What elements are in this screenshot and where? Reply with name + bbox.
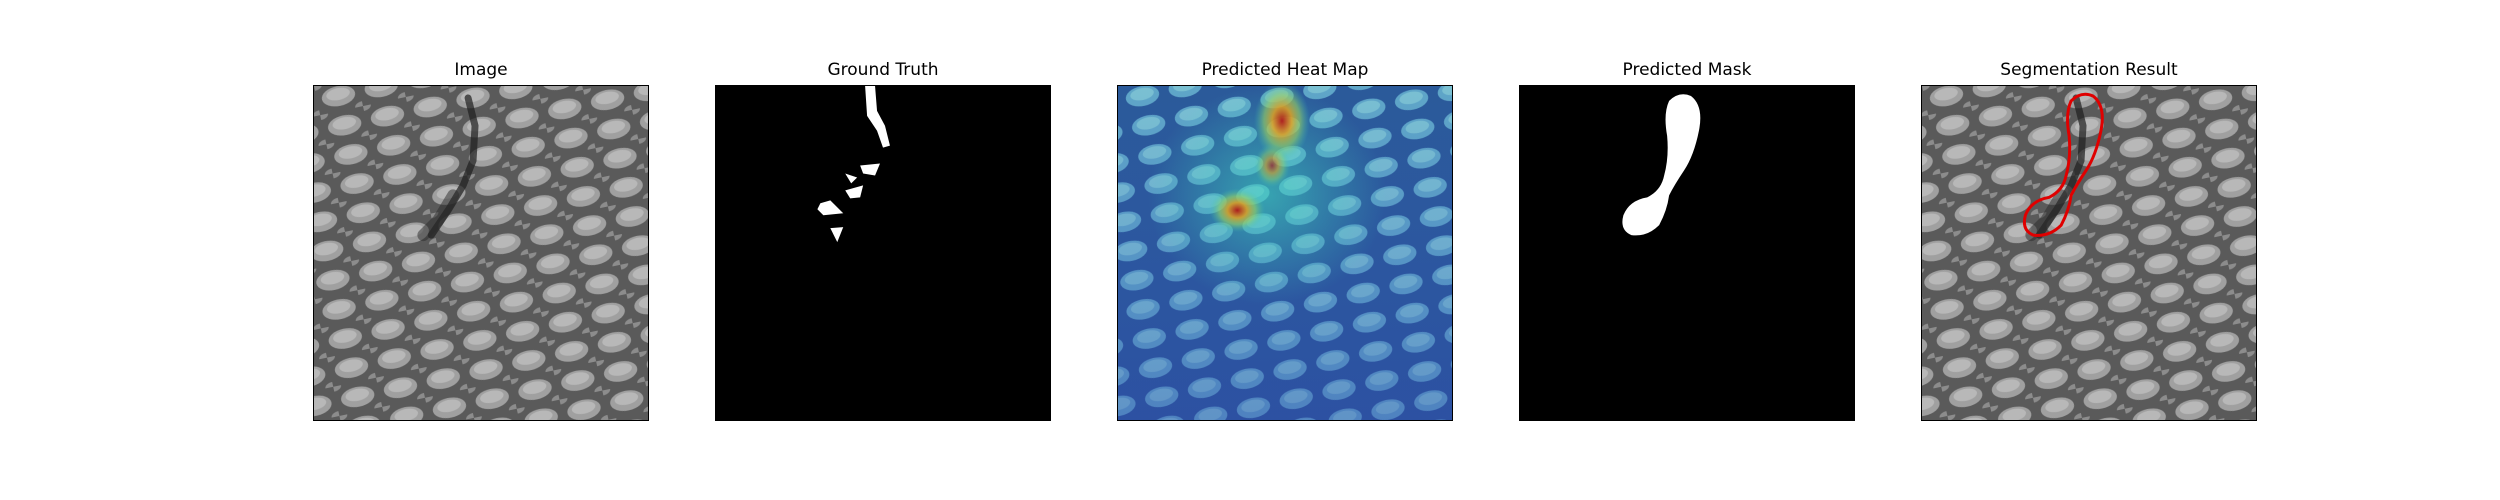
panel-title: Predicted Mask [1622,60,1752,80]
contour-overlay [1921,85,2257,421]
ground-truth-mask [715,85,1051,421]
heatmap-overlay [1117,85,1453,421]
panel-title: Predicted Heat Map [1201,60,1369,80]
panel-title: Ground Truth [827,60,939,80]
texture-image [313,85,649,421]
predicted-mask [1519,85,1855,421]
panel-title: Segmentation Result [2000,60,2178,80]
panel-title: Image [454,60,508,80]
